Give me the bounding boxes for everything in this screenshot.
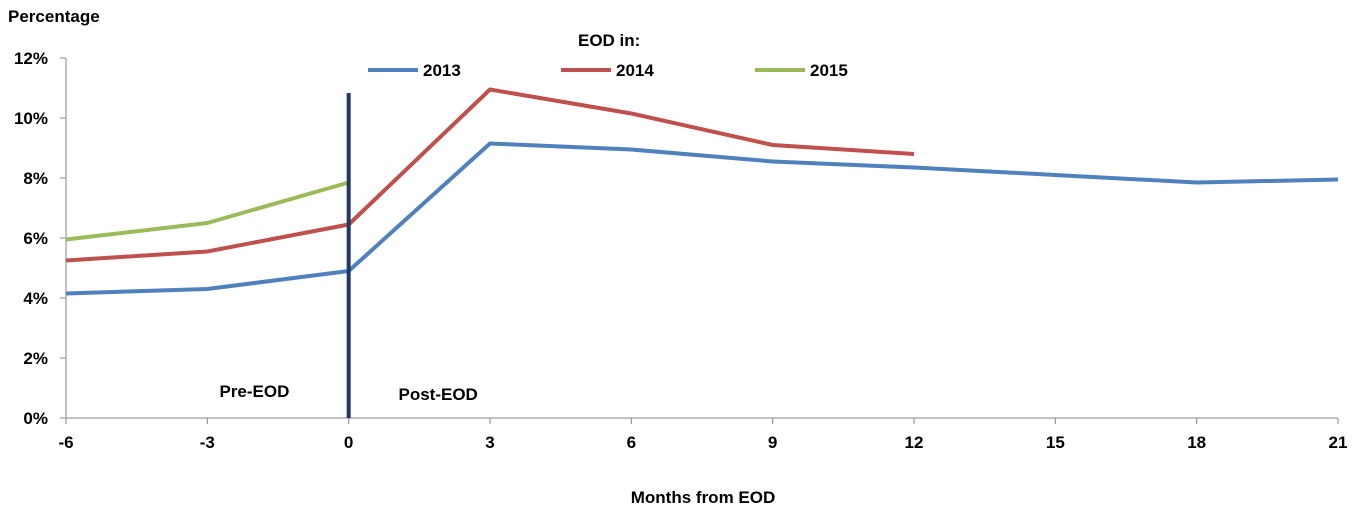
y-tick-label: 8% (23, 169, 48, 188)
legend-label-2013: 2013 (423, 61, 461, 80)
y-axis-label: Percentage (8, 7, 100, 26)
legend-label-2015: 2015 (810, 61, 848, 80)
y-tick-label: 0% (23, 409, 48, 428)
y-tick-label: 2% (23, 349, 48, 368)
legend-label-2014: 2014 (616, 61, 654, 80)
series-line-2013 (65, 141, 1339, 296)
x-tick-label: 21 (1329, 433, 1348, 452)
annotation-layer: Pre-EOD Post-EOD (219, 382, 477, 404)
legend: 2013 2014 2015 (368, 61, 848, 80)
x-tick-label: 18 (1187, 433, 1206, 452)
x-tick-label: 3 (485, 433, 494, 452)
x-tick-label: -6 (58, 433, 73, 452)
x-tick-label: 12 (905, 433, 924, 452)
x-tick-label: 9 (768, 433, 777, 452)
x-tick-label: 6 (627, 433, 636, 452)
y-tick-label: 12% (14, 49, 48, 68)
series-layer (65, 87, 1339, 296)
axes: 0% 2% 4% 6% 8% 10% 12% -6 -3 0 3 6 9 12 15 18 21 (14, 49, 1347, 452)
legend-title: EOD in: (578, 31, 640, 50)
y-tick-label: 6% (23, 229, 48, 248)
x-tick-label: -3 (200, 433, 215, 452)
annotation-post-eod: Post-EOD (399, 385, 478, 404)
series-line-2014 (65, 87, 915, 263)
annotation-pre-eod: Pre-EOD (219, 382, 289, 401)
x-tick-label: 0 (344, 433, 353, 452)
series-line-2015 (65, 180, 350, 242)
x-tick-label: 15 (1046, 433, 1065, 452)
y-tick-label: 10% (14, 109, 48, 128)
y-tick-label: 4% (23, 289, 48, 308)
x-axis-label: Months from EOD (631, 488, 776, 507)
